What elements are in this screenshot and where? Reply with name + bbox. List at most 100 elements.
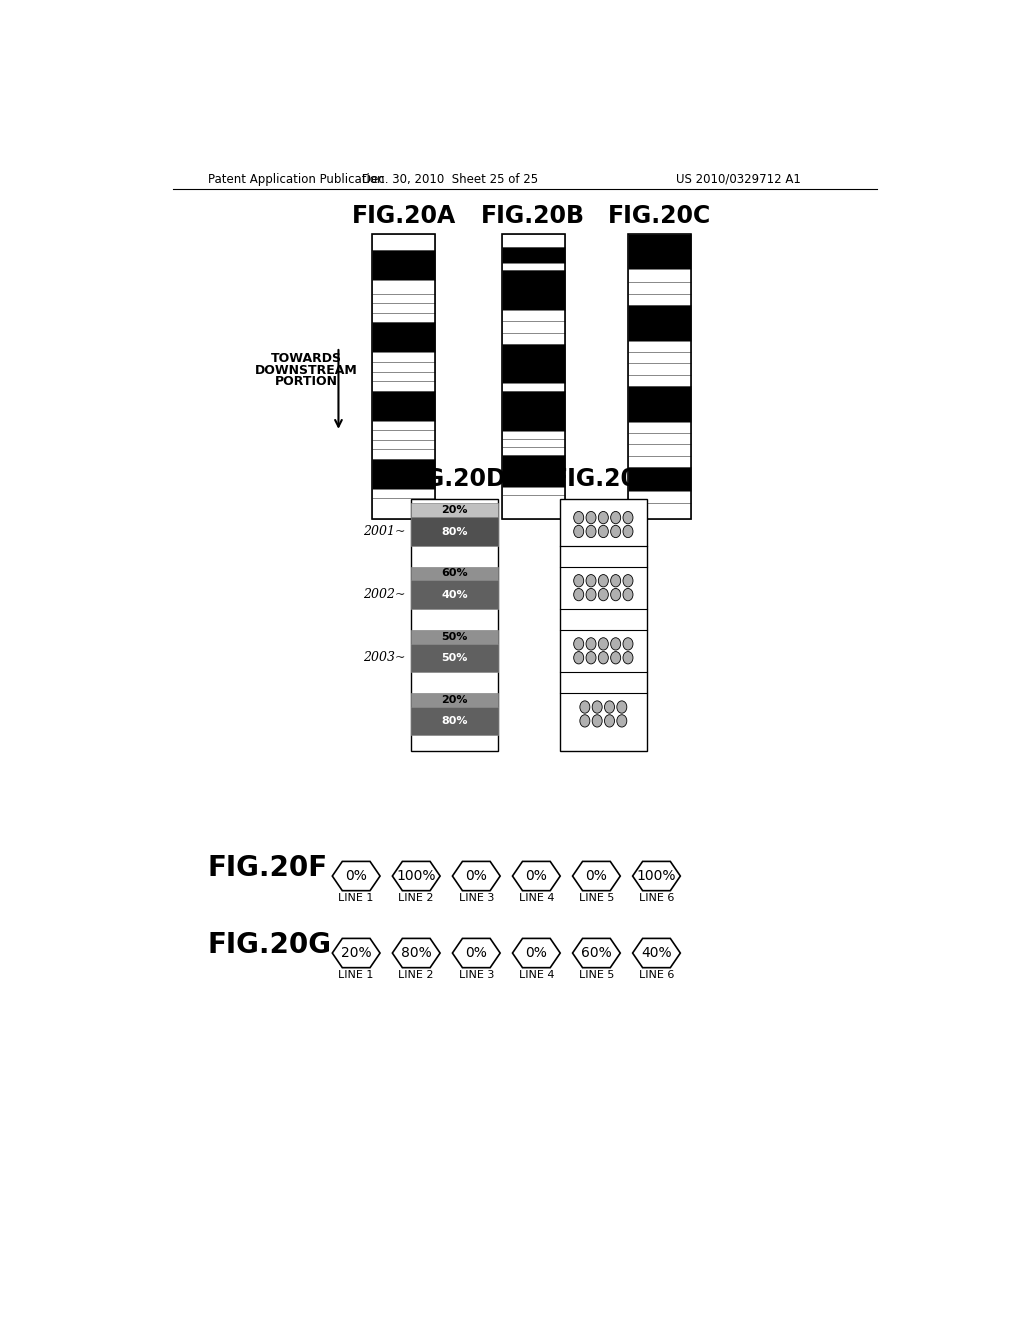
Text: FIG.20G: FIG.20G <box>208 932 332 960</box>
Text: LINE 3: LINE 3 <box>459 894 494 903</box>
Bar <box>502 343 565 384</box>
Bar <box>412 499 499 751</box>
Text: 50%: 50% <box>441 653 468 663</box>
Bar <box>502 321 565 333</box>
Ellipse shape <box>598 525 608 537</box>
Bar <box>373 304 435 313</box>
Text: TOWARDS: TOWARDS <box>270 352 342 366</box>
Ellipse shape <box>598 638 608 649</box>
Text: FIG.20D: FIG.20D <box>401 467 507 491</box>
Ellipse shape <box>573 525 584 537</box>
Bar <box>373 430 435 440</box>
Bar <box>373 449 435 459</box>
Bar <box>373 381 435 391</box>
Bar <box>373 294 435 304</box>
Bar <box>502 384 565 392</box>
Ellipse shape <box>610 589 621 601</box>
Ellipse shape <box>623 511 633 524</box>
Text: LINE 6: LINE 6 <box>639 894 674 903</box>
Text: LINE 2: LINE 2 <box>398 970 434 981</box>
Ellipse shape <box>592 714 602 727</box>
Polygon shape <box>453 862 500 891</box>
Bar <box>628 352 691 363</box>
Ellipse shape <box>586 511 596 524</box>
Bar <box>502 310 565 321</box>
Text: 0%: 0% <box>345 869 368 883</box>
Text: LINE 1: LINE 1 <box>339 894 374 903</box>
Ellipse shape <box>623 525 633 537</box>
Text: LINE 3: LINE 3 <box>459 970 494 981</box>
Bar <box>628 491 691 503</box>
Text: 2001~: 2001~ <box>362 525 406 539</box>
Bar <box>628 433 691 445</box>
Polygon shape <box>572 939 621 968</box>
Ellipse shape <box>616 714 627 727</box>
Bar <box>412 644 499 672</box>
Text: 0%: 0% <box>465 869 487 883</box>
Text: LINE 4: LINE 4 <box>518 970 554 981</box>
Text: 20%: 20% <box>341 946 372 960</box>
Text: LINE 2: LINE 2 <box>398 894 434 903</box>
Ellipse shape <box>573 652 584 664</box>
Text: FIG.20B: FIG.20B <box>481 205 586 228</box>
Polygon shape <box>333 939 380 968</box>
Text: 50%: 50% <box>441 632 468 642</box>
Ellipse shape <box>586 574 596 587</box>
Text: LINE 5: LINE 5 <box>579 894 614 903</box>
Bar <box>373 499 435 519</box>
Text: 0%: 0% <box>525 869 547 883</box>
Ellipse shape <box>623 652 633 664</box>
Bar <box>628 234 691 519</box>
Text: 2003~: 2003~ <box>362 651 406 664</box>
Bar <box>628 234 691 269</box>
Text: US 2010/0329712 A1: US 2010/0329712 A1 <box>677 173 802 186</box>
Bar <box>373 440 435 449</box>
Ellipse shape <box>598 511 608 524</box>
Bar <box>412 517 499 545</box>
Text: 40%: 40% <box>641 946 672 960</box>
Bar <box>502 440 565 447</box>
Ellipse shape <box>623 574 633 587</box>
Text: 80%: 80% <box>441 527 468 536</box>
Text: 0%: 0% <box>465 946 487 960</box>
Bar <box>412 503 499 517</box>
Bar <box>373 352 435 362</box>
Bar <box>373 371 435 381</box>
Bar <box>502 234 565 519</box>
Polygon shape <box>392 939 440 968</box>
Text: LINE 4: LINE 4 <box>518 894 554 903</box>
Bar <box>412 581 499 609</box>
Ellipse shape <box>598 574 608 587</box>
Bar <box>628 269 691 282</box>
Ellipse shape <box>573 574 584 587</box>
Ellipse shape <box>586 589 596 601</box>
Text: 80%: 80% <box>400 946 431 960</box>
Ellipse shape <box>610 525 621 537</box>
Text: 20%: 20% <box>441 506 468 515</box>
Polygon shape <box>633 862 680 891</box>
Ellipse shape <box>616 701 627 713</box>
Bar <box>502 247 565 263</box>
Bar <box>502 487 565 495</box>
Bar <box>373 234 435 251</box>
Ellipse shape <box>623 589 633 601</box>
Bar <box>502 432 565 440</box>
Bar <box>628 385 691 421</box>
Text: Dec. 30, 2010  Sheet 25 of 25: Dec. 30, 2010 Sheet 25 of 25 <box>362 173 539 186</box>
Ellipse shape <box>573 638 584 649</box>
Text: PORTION: PORTION <box>274 375 338 388</box>
Bar <box>502 392 565 432</box>
Text: 60%: 60% <box>441 569 468 578</box>
Bar <box>412 706 499 735</box>
Ellipse shape <box>580 701 590 713</box>
Bar <box>628 445 691 455</box>
Text: LINE 6: LINE 6 <box>639 970 674 981</box>
Text: FIG.20A: FIG.20A <box>352 205 456 228</box>
Polygon shape <box>572 862 621 891</box>
Text: 0%: 0% <box>586 869 607 883</box>
Polygon shape <box>453 939 500 968</box>
Bar <box>373 280 435 294</box>
Ellipse shape <box>580 714 590 727</box>
Bar <box>628 467 691 491</box>
Bar <box>412 693 499 706</box>
